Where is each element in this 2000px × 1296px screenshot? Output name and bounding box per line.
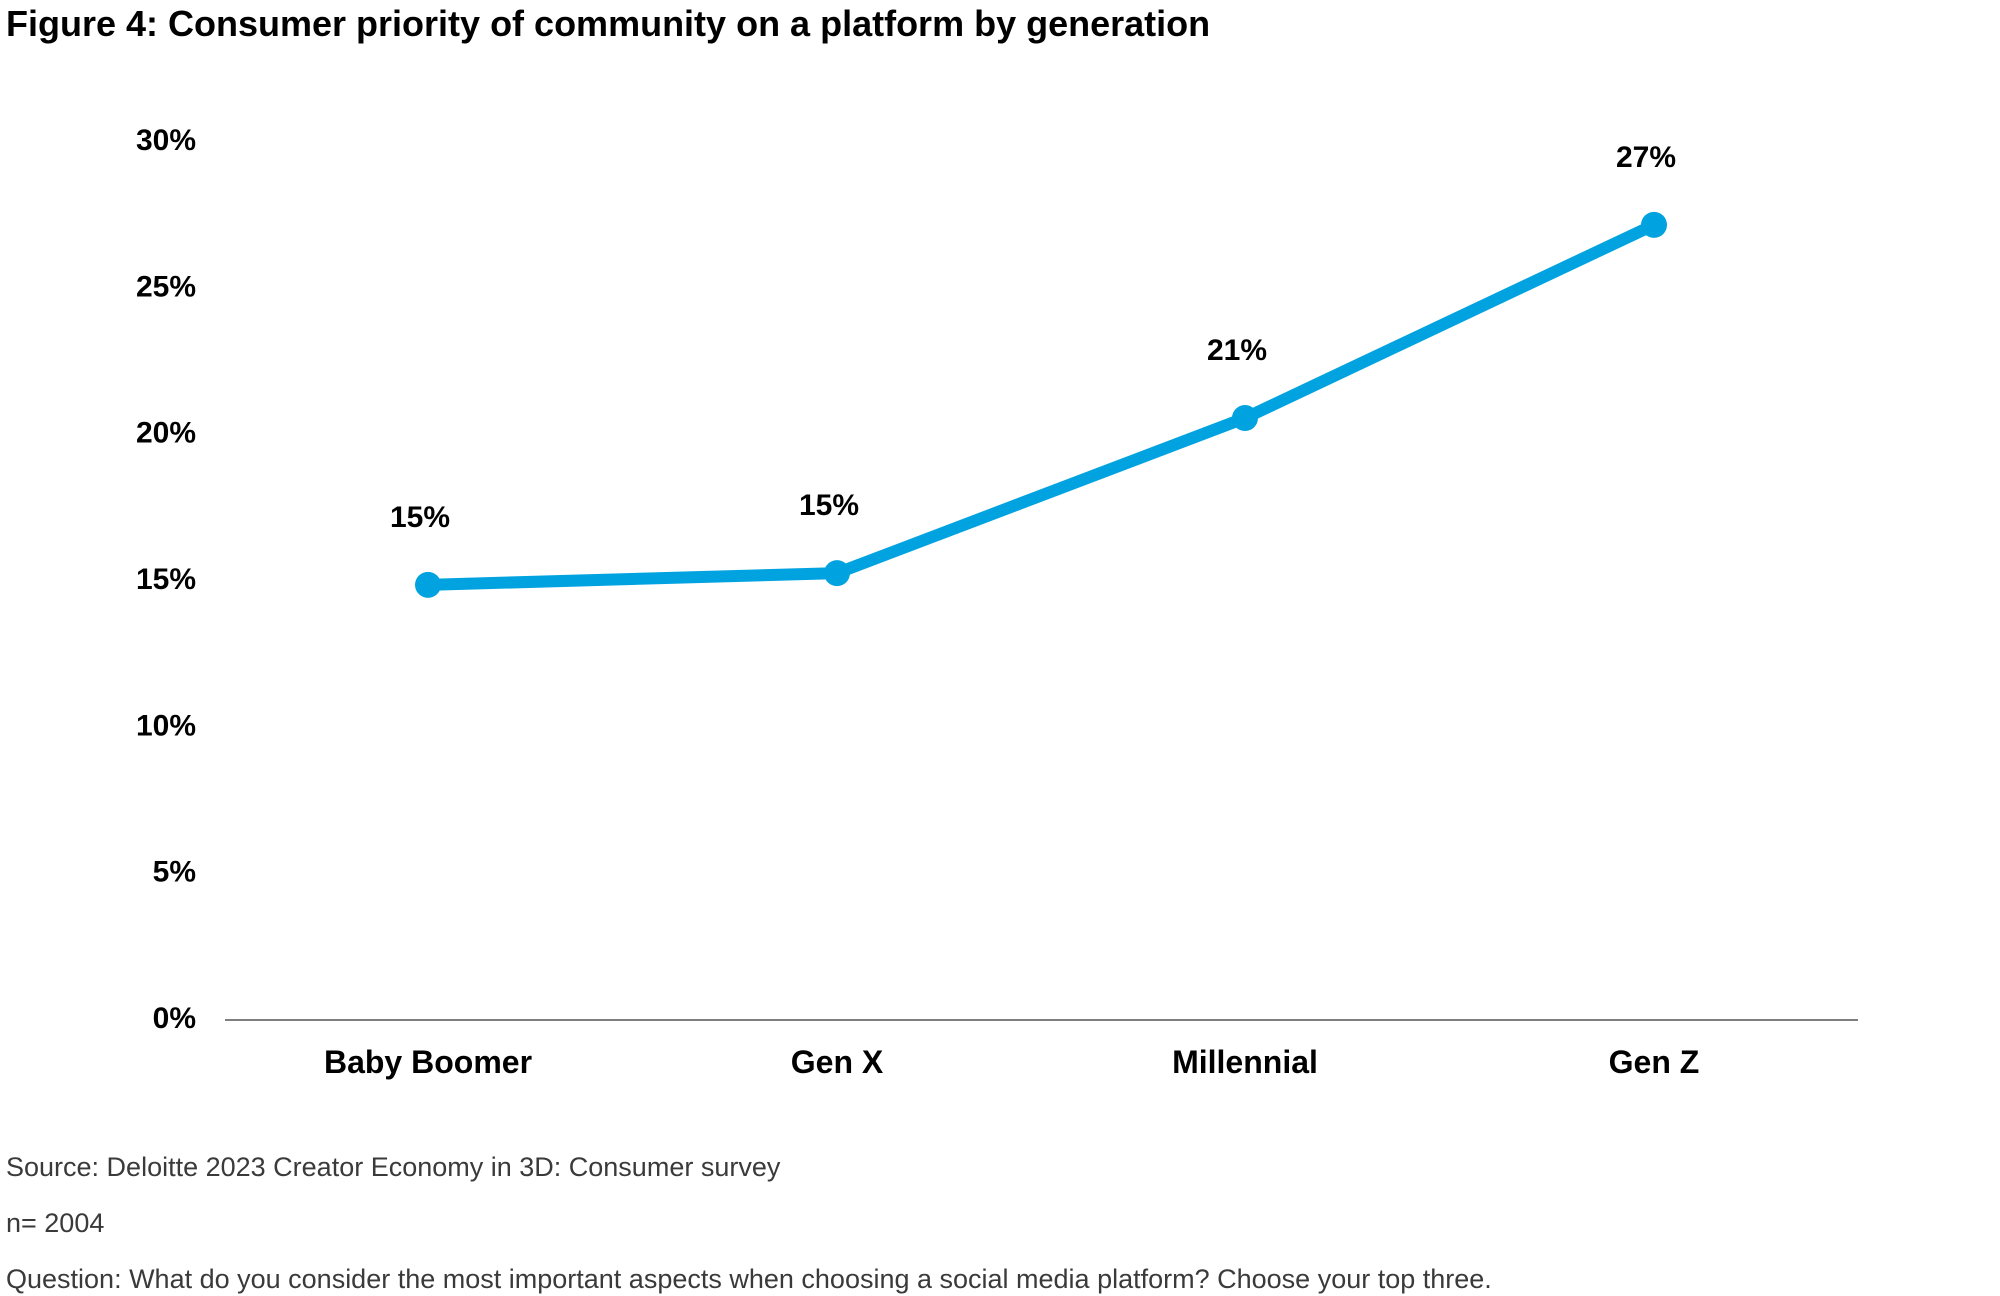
data-label: 21%: [1207, 334, 1267, 367]
sample-size-note: n= 2004: [6, 1208, 105, 1238]
x-tick-label: Gen X: [791, 1044, 884, 1080]
y-tick-label: 20%: [136, 417, 196, 450]
data-point: [415, 571, 441, 598]
x-tick-label: Gen Z: [1609, 1044, 1700, 1080]
y-tick-label: 30%: [136, 124, 196, 157]
y-tick-label: 25%: [136, 270, 196, 303]
y-tick-label: 5%: [153, 856, 196, 889]
chart-title: Figure 4: Consumer priority of community…: [6, 3, 1211, 44]
y-tick-label: 0%: [153, 1002, 196, 1035]
source-note: Source: Deloitte 2023 Creator Economy in…: [6, 1152, 781, 1182]
y-tick-label: 10%: [136, 709, 196, 742]
data-label: 15%: [799, 489, 859, 522]
question-note: Question: What do you consider the most …: [6, 1264, 1492, 1294]
x-tick-label: Baby Boomer: [324, 1044, 532, 1080]
data-label: 27%: [1616, 141, 1676, 174]
y-tick-label: 15%: [136, 563, 196, 596]
x-tick-label: Millennial: [1172, 1044, 1318, 1080]
data-point: [1641, 211, 1667, 238]
series-line: [422, 218, 1660, 591]
data-point: [824, 560, 850, 587]
data-label: 15%: [390, 501, 450, 534]
data-point: [1232, 405, 1258, 432]
